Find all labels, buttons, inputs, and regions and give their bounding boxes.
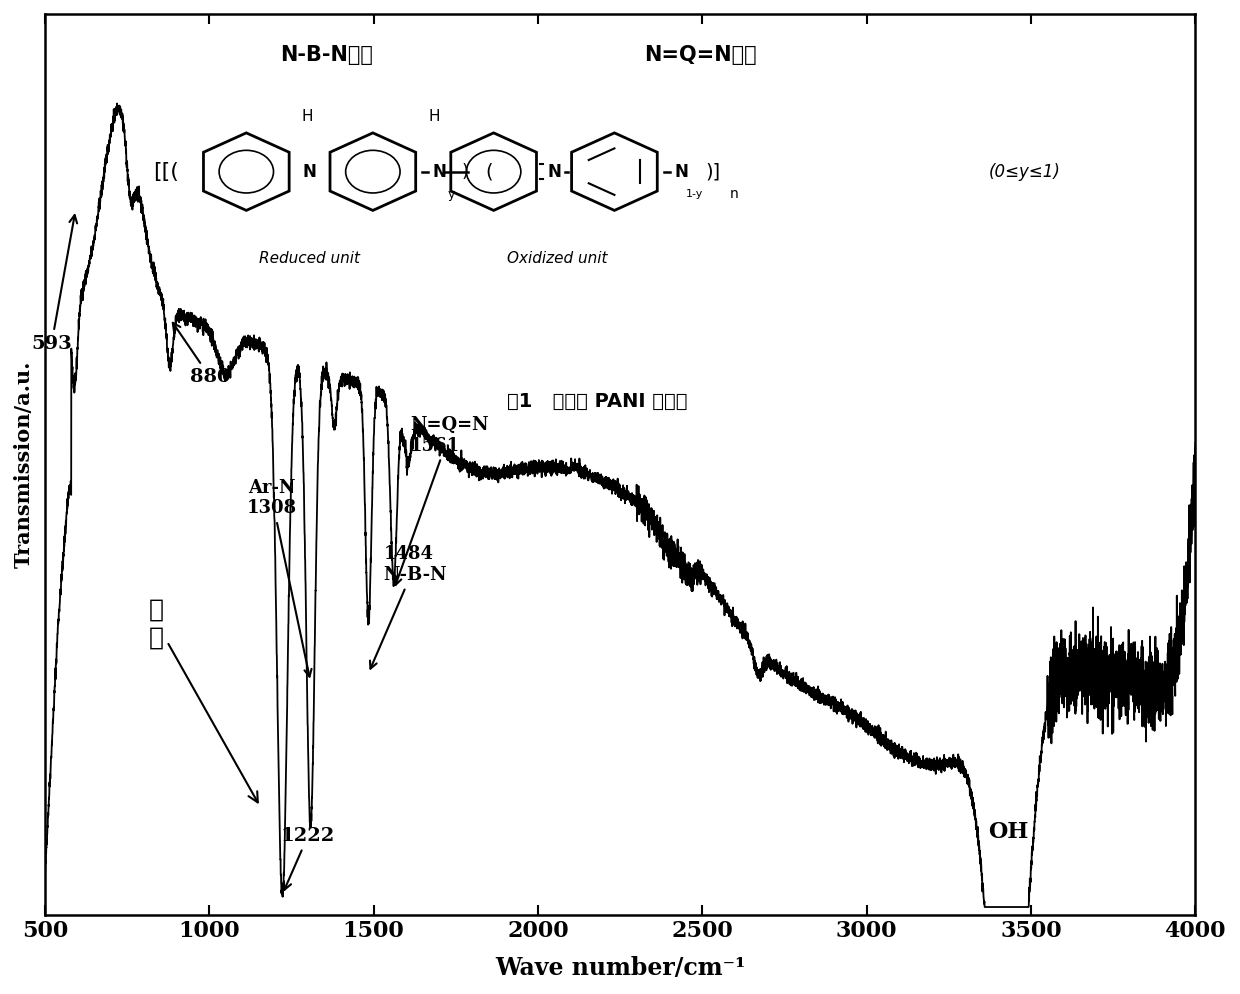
Text: OH: OH xyxy=(988,821,1028,843)
Text: N=Q=N结构: N=Q=N结构 xyxy=(645,46,756,66)
Text: 1222: 1222 xyxy=(280,827,335,890)
Text: (: ( xyxy=(485,162,492,181)
Text: (0≤y≤1): (0≤y≤1) xyxy=(988,163,1060,181)
Text: )]: )] xyxy=(706,162,720,181)
Text: n: n xyxy=(729,187,739,201)
Y-axis label: Transmission/a.u.: Transmission/a.u. xyxy=(14,361,33,569)
Text: Oxidized unit: Oxidized unit xyxy=(507,250,608,266)
Text: 1-y: 1-y xyxy=(686,189,703,199)
Text: N: N xyxy=(433,163,446,181)
Text: H: H xyxy=(428,109,439,124)
Text: H: H xyxy=(301,109,312,124)
Text: 1484
N-B-N: 1484 N-B-N xyxy=(370,546,448,669)
Text: [[(: [[( xyxy=(153,162,179,182)
Text: Ar-N
1308: Ar-N 1308 xyxy=(247,479,311,677)
Text: 593: 593 xyxy=(31,215,77,353)
Text: 880: 880 xyxy=(172,323,231,386)
Text: N: N xyxy=(303,163,316,181)
Text: N=Q=N
1561: N=Q=N 1561 xyxy=(394,416,489,585)
X-axis label: Wave number/cm⁻¹: Wave number/cm⁻¹ xyxy=(495,956,745,980)
Text: ): ) xyxy=(461,163,469,181)
Text: y: y xyxy=(448,188,455,201)
Text: N: N xyxy=(675,163,688,181)
Text: Reduced unit: Reduced unit xyxy=(259,250,360,266)
Text: 苯
环: 苯 环 xyxy=(149,597,258,802)
Text: N: N xyxy=(547,163,560,181)
Text: 图1   聚苯胺 PANI 的结构: 图1 聚苯胺 PANI 的结构 xyxy=(507,392,687,412)
Text: N-B-N结构: N-B-N结构 xyxy=(280,46,373,66)
